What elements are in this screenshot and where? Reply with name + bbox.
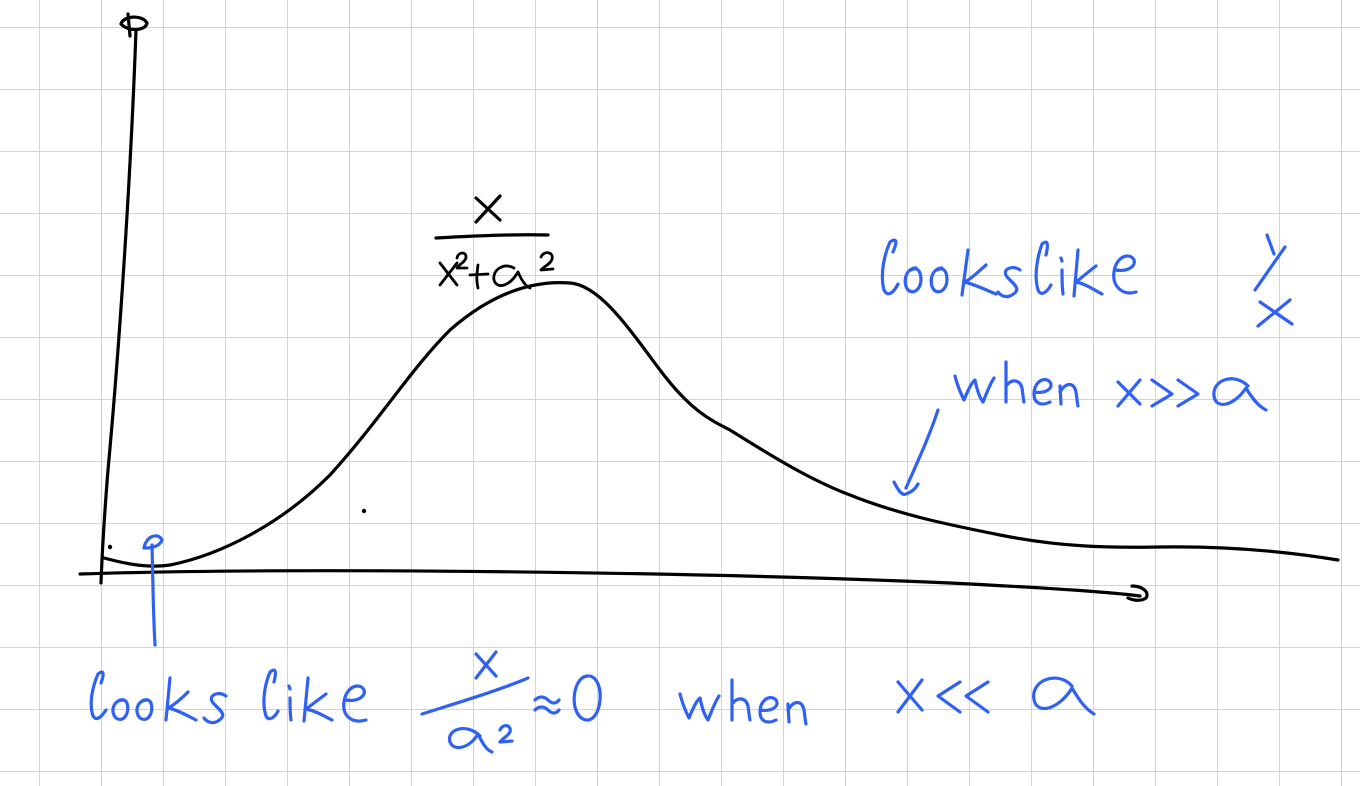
annotation-small-x: looks like x/α² ≈ 0 when x<<α xyxy=(89,534,1096,754)
function-curve xyxy=(102,281,1340,568)
y-axis xyxy=(99,12,149,585)
x-axis xyxy=(78,569,1149,602)
stray-dot xyxy=(361,508,367,514)
annotation-large-x: looks like 1/x when x>>α xyxy=(880,233,1294,496)
formula-label: x xyxy=(434,194,555,290)
stray-dot xyxy=(107,544,113,550)
